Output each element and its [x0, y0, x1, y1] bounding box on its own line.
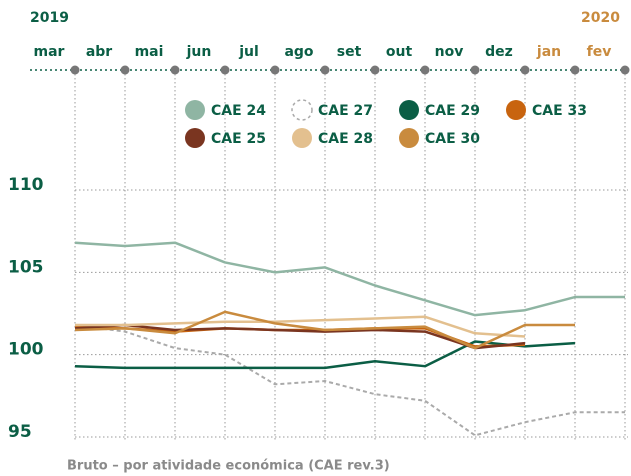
legend-label: CAE 27 [318, 103, 373, 119]
y-tick-label: 105 [8, 257, 44, 277]
legend-swatch [399, 100, 419, 120]
series-line [74, 241, 625, 317]
y-tick-label: 100 [8, 340, 44, 360]
series-line [75, 315, 526, 338]
legend-swatch [399, 128, 419, 148]
axis-dot [420, 65, 430, 75]
x-tick-label: out [386, 44, 413, 60]
legend-label: CAE 28 [318, 131, 373, 147]
x-tick-label: mar [34, 44, 65, 60]
axis-dot [370, 65, 380, 75]
series-line [74, 310, 575, 350]
x-tick-label: mai [135, 44, 164, 60]
legend-swatch [185, 128, 205, 148]
axis-dot [470, 65, 480, 75]
x-tick-label: fev [587, 44, 612, 60]
legend-label: CAE 25 [211, 131, 266, 147]
axis-dot [70, 65, 80, 75]
y-tick-label: 95 [8, 422, 32, 442]
footer: Bruto – por atividade económica (CAE rev… [67, 459, 390, 474]
axis-dot [570, 65, 580, 75]
legend-swatch [185, 100, 205, 120]
legend-label: CAE 30 [425, 131, 480, 147]
x-tick-label: dez [485, 44, 513, 60]
axis-dot [520, 65, 530, 75]
axis-dot [170, 65, 180, 75]
series-line [74, 323, 526, 350]
legend-swatch [506, 100, 526, 120]
series-line [74, 340, 576, 370]
legend-swatch [292, 128, 312, 148]
y-tick-label: 110 [8, 175, 44, 195]
legend-swatch [291, 99, 313, 121]
legend-label: CAE 29 [425, 103, 480, 119]
axis-dot [220, 65, 230, 75]
x-tick-label: nov [435, 44, 464, 60]
series-line [74, 324, 625, 437]
axis-dot [320, 65, 330, 75]
x-tick-label: abr [86, 44, 112, 60]
axis-dot [120, 65, 130, 75]
year-label: 2019 [30, 10, 69, 26]
x-tick-label: jan [536, 44, 561, 60]
year-label: 2020 [581, 10, 620, 26]
legend-label: CAE 33 [532, 103, 587, 119]
x-tick-label: jun [186, 44, 212, 60]
axis-dot [270, 65, 280, 75]
x-tick-label: ago [284, 44, 313, 60]
legend-label: CAE 24 [211, 103, 266, 119]
axis-dot [620, 65, 630, 75]
x-tick-label: set [337, 44, 362, 60]
x-tick-label: jul [238, 44, 259, 60]
